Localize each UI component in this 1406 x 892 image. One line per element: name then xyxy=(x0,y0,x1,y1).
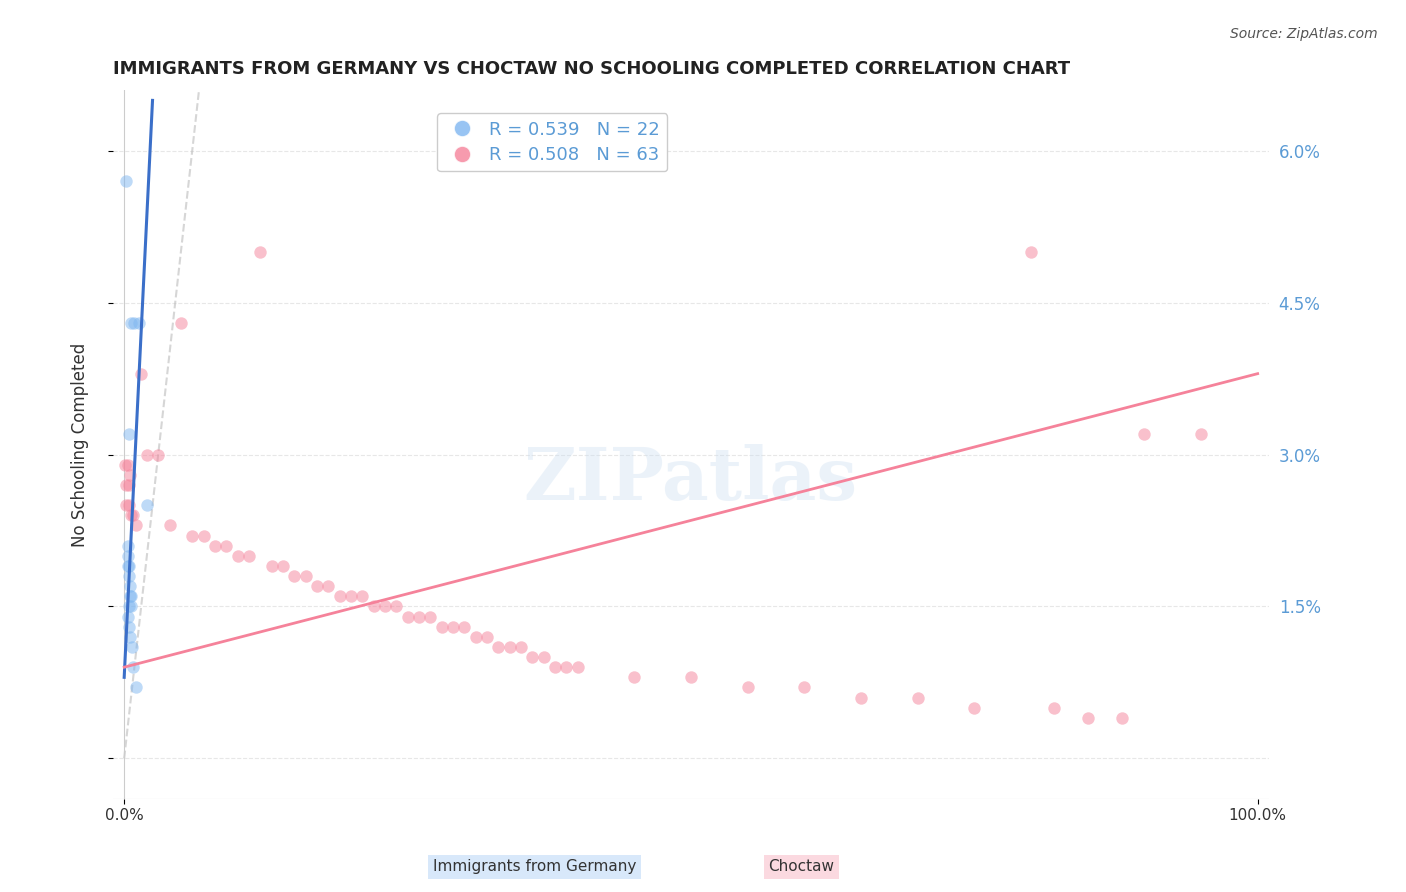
Point xyxy=(623,670,645,684)
Point xyxy=(120,316,142,330)
Point xyxy=(117,458,139,472)
Point xyxy=(533,650,555,665)
Point xyxy=(118,599,141,614)
Point xyxy=(120,508,142,523)
Y-axis label: No Schooling Completed: No Schooling Completed xyxy=(72,343,89,547)
Point xyxy=(453,620,475,634)
Point xyxy=(118,630,141,644)
Point xyxy=(907,690,929,705)
Point xyxy=(117,609,139,624)
Point xyxy=(120,599,142,614)
Legend: R = 0.539   N = 22, R = 0.508   N = 63: R = 0.539 N = 22, R = 0.508 N = 63 xyxy=(437,113,668,171)
Point xyxy=(114,458,136,472)
Point xyxy=(1111,711,1133,725)
Text: ZIPatlas: ZIPatlas xyxy=(524,444,858,516)
Point xyxy=(522,650,544,665)
Point xyxy=(464,630,486,644)
Point xyxy=(555,660,578,674)
Point xyxy=(1189,427,1212,442)
Point xyxy=(509,640,531,654)
Point xyxy=(129,367,152,381)
Point xyxy=(193,528,215,542)
Point xyxy=(249,245,271,260)
Point xyxy=(159,518,181,533)
Point xyxy=(419,609,441,624)
Point xyxy=(226,549,249,563)
Point xyxy=(271,558,294,573)
Point xyxy=(340,590,363,604)
Point xyxy=(1133,427,1156,442)
Point xyxy=(430,620,453,634)
Point xyxy=(117,549,139,563)
Text: Immigrants from Germany: Immigrants from Germany xyxy=(433,859,636,874)
Point xyxy=(118,620,141,634)
Point xyxy=(122,508,145,523)
Point xyxy=(408,609,430,624)
Point xyxy=(849,690,872,705)
Point xyxy=(118,498,141,512)
Point xyxy=(316,579,339,593)
Point xyxy=(737,681,759,695)
Point xyxy=(328,590,350,604)
Point xyxy=(118,569,141,583)
Point xyxy=(385,599,408,614)
Point xyxy=(1019,245,1042,260)
Point xyxy=(121,640,143,654)
Point xyxy=(679,670,702,684)
Point xyxy=(793,681,815,695)
Text: Source: ZipAtlas.com: Source: ZipAtlas.com xyxy=(1230,27,1378,41)
Point xyxy=(1077,711,1099,725)
Point xyxy=(118,467,141,482)
Point xyxy=(135,498,157,512)
Text: IMMIGRANTS FROM GERMANY VS CHOCTAW NO SCHOOLING COMPLETED CORRELATION CHART: IMMIGRANTS FROM GERMANY VS CHOCTAW NO SC… xyxy=(112,60,1070,78)
Point xyxy=(122,660,145,674)
Point xyxy=(181,528,204,542)
Point xyxy=(115,478,138,492)
Point xyxy=(115,498,138,512)
Point xyxy=(124,518,146,533)
Point xyxy=(118,427,141,442)
Point xyxy=(374,599,396,614)
Point xyxy=(963,700,986,714)
Point xyxy=(117,558,139,573)
Point xyxy=(128,316,150,330)
Point xyxy=(396,609,419,624)
Point xyxy=(305,579,328,593)
Point xyxy=(204,539,226,553)
Point xyxy=(260,558,283,573)
Point xyxy=(567,660,589,674)
Point xyxy=(124,316,146,330)
Point xyxy=(135,448,157,462)
Point xyxy=(120,590,142,604)
Point xyxy=(352,590,374,604)
Point xyxy=(118,590,141,604)
Point xyxy=(170,316,193,330)
Point xyxy=(294,569,316,583)
Point xyxy=(124,681,146,695)
Point xyxy=(283,569,305,583)
Point xyxy=(486,640,509,654)
Point xyxy=(475,630,498,644)
Point xyxy=(544,660,567,674)
Point xyxy=(148,448,170,462)
Point xyxy=(498,640,520,654)
Point xyxy=(238,549,260,563)
Point xyxy=(1042,700,1064,714)
Point xyxy=(118,478,141,492)
Point xyxy=(363,599,385,614)
Point xyxy=(441,620,464,634)
Point xyxy=(215,539,238,553)
Point xyxy=(118,558,141,573)
Point xyxy=(118,579,141,593)
Text: Choctaw: Choctaw xyxy=(769,859,834,874)
Point xyxy=(117,539,139,553)
Point xyxy=(115,174,138,188)
